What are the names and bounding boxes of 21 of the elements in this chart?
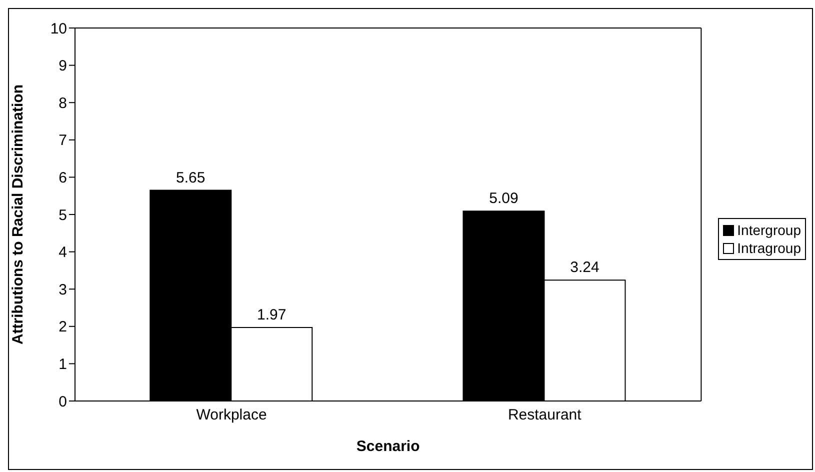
y-tick-label: 5 [58,206,67,224]
y-tick-label: 2 [58,318,67,336]
y-tick-label: 1 [58,356,67,374]
x-tick-label: Restaurant [508,406,582,424]
y-tick-label: 6 [58,170,67,187]
y-axis-title: Attributions to Racial Discrimination [9,84,26,345]
y-tick-label: 7 [58,132,67,150]
legend-label: Intergroup [737,221,801,239]
data-label: 5.65 [176,169,206,186]
y-tick-label: 9 [58,58,67,75]
data-label: 3.24 [570,259,600,276]
x-axis-title: Scenario [356,438,420,455]
y-tick-label: 4 [58,244,67,262]
y-tick-label: 8 [58,94,67,112]
x-tick-label: Workplace [196,406,267,424]
y-tick-label: 3 [58,281,67,298]
y-tick-label: 10 [50,20,67,38]
y-tick-label: 0 [58,393,67,410]
data-label: 1.97 [257,306,286,324]
legend-label: Intragroup [737,239,801,257]
data-label: 5.09 [489,190,518,208]
